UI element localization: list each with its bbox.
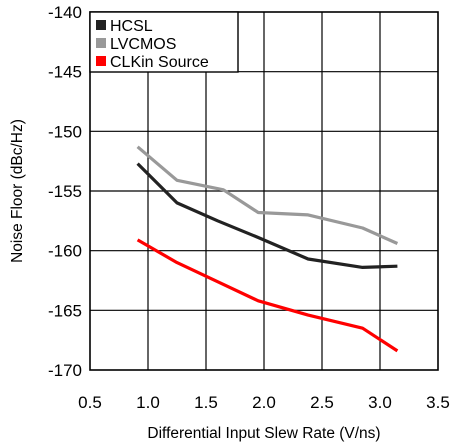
series-line-clkin-source [136, 238, 399, 353]
legend-swatch [96, 38, 106, 48]
series-line-lvcmos [136, 145, 399, 245]
legend-label: HCSL [110, 18, 153, 35]
series-line-hcsl [136, 162, 398, 269]
x-tick-label: 2.5 [310, 393, 334, 412]
x-tick-label: 3.0 [368, 393, 392, 412]
y-tick-label: -140 [48, 3, 82, 22]
x-tick-label: 3.5 [426, 393, 450, 412]
legend-label: LVCMOS [110, 36, 176, 53]
legend-swatch [96, 56, 106, 66]
y-axis-label: Noise Floor (dBc/Hz) [9, 119, 26, 263]
x-tick-label: 1.5 [194, 393, 218, 412]
series-lines [136, 145, 399, 353]
legend-box [89, 11, 239, 73]
y-tick-label: -150 [48, 122, 82, 141]
gridlines [90, 12, 438, 370]
y-axis-ticks: -140 -145 -150 -155 -160 -165 -170 [48, 3, 82, 380]
x-tick-label: 2.0 [252, 393, 276, 412]
legend-swatch [96, 20, 106, 30]
y-tick-label: -160 [48, 242, 82, 261]
x-tick-label: 1.0 [136, 393, 160, 412]
y-tick-label: -145 [48, 63, 82, 82]
y-tick-label: -155 [48, 182, 82, 201]
x-axis-label: Differential Input Slew Rate (V/ns) [147, 425, 380, 442]
plot-frame [89, 11, 439, 371]
y-tick-label: -170 [48, 361, 82, 380]
legend-label: CLKin Source [110, 54, 209, 71]
x-tick-label: 0.5 [78, 393, 102, 412]
x-axis-ticks: 0.5 1.0 1.5 2.0 2.5 3.0 3.5 [78, 393, 450, 412]
y-tick-label: -165 [48, 301, 82, 320]
